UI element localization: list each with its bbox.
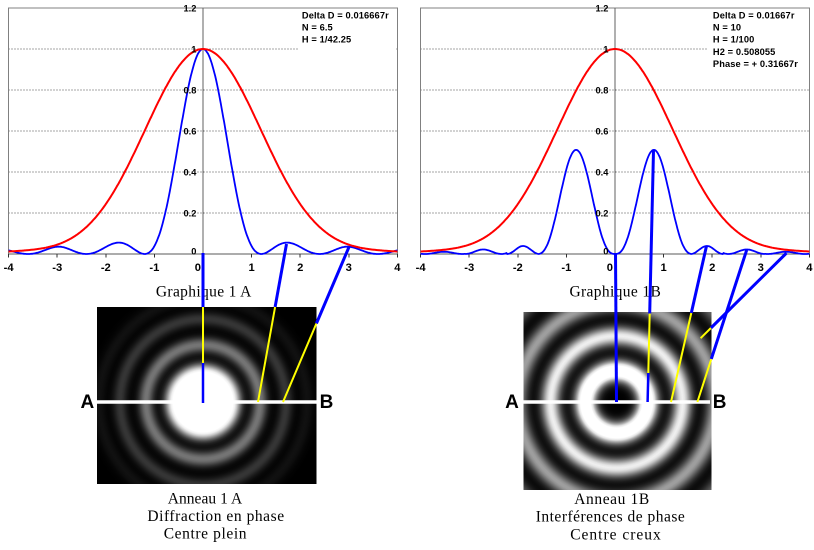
svg-text:N = 10: N = 10 [713,23,741,33]
svg-text:0.4: 0.4 [595,167,609,177]
svg-text:Phase = + 0.31667r: Phase = + 0.31667r [713,59,798,69]
svg-text:-2: -2 [101,262,111,274]
svg-text:0: 0 [195,262,201,274]
svg-text:0.8: 0.8 [595,85,608,95]
svg-text:Delta D = 0.016667r: Delta D = 0.016667r [302,10,389,20]
svg-text:-3: -3 [52,262,62,274]
svg-text:1: 1 [191,44,196,54]
svg-text:4: 4 [394,262,401,274]
svg-text:4: 4 [806,262,813,274]
svg-text:0.2: 0.2 [183,208,196,218]
svg-text:A: A [505,392,519,413]
svg-text:0.6: 0.6 [595,126,608,136]
svg-text:B: B [320,392,334,413]
svg-text:3: 3 [346,262,352,274]
svg-text:2: 2 [297,262,303,274]
svg-text:H = 1/42.25: H = 1/42.25 [302,35,351,45]
svg-text:1.2: 1.2 [595,3,608,13]
svg-text:-4: -4 [416,262,427,274]
svg-text:B: B [713,392,727,413]
svg-text:H2 = 0.508055: H2 = 0.508055 [713,47,776,57]
svg-text:1.2: 1.2 [183,3,196,13]
svg-text:2: 2 [709,262,715,274]
svg-text:0.6: 0.6 [183,126,196,136]
svg-text:0: 0 [191,246,196,256]
svg-text:Centre creux: Centre creux [570,527,662,544]
svg-text:0: 0 [607,262,613,274]
svg-text:-4: -4 [4,262,15,274]
svg-text:A: A [81,392,95,413]
svg-text:N = 6.5: N = 6.5 [302,23,333,33]
svg-text:Diffraction en phase: Diffraction en phase [147,508,284,525]
svg-text:Anneau 1 A: Anneau 1 A [168,490,243,507]
svg-text:0.4: 0.4 [183,167,197,177]
svg-text:Interférences de phase: Interférences de phase [536,509,686,526]
svg-text:3: 3 [758,262,764,274]
svg-text:1: 1 [603,44,608,54]
svg-text:0.2: 0.2 [595,208,608,218]
svg-text:Delta D = 0.01667r: Delta D = 0.01667r [713,10,795,20]
svg-text:1: 1 [660,262,666,274]
svg-text:0: 0 [603,246,608,256]
svg-text:1: 1 [248,262,254,274]
svg-text:-1: -1 [149,262,159,274]
svg-text:Anneau 1B: Anneau 1B [574,491,650,508]
svg-text:H = 1/100: H = 1/100 [713,35,754,45]
svg-text:-1: -1 [561,262,571,274]
svg-text:-3: -3 [464,262,474,274]
svg-text:-2: -2 [513,262,523,274]
svg-text:0.8: 0.8 [183,85,196,95]
svg-text:Centre plein: Centre plein [164,525,247,542]
